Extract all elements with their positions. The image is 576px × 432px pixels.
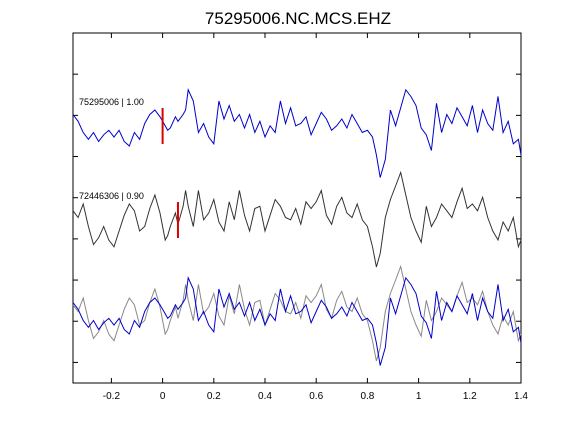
y-tick-marks (73, 73, 521, 363)
x-axis: -0.2 0 0.2 0.4 0.6 0.8 1 1.2 1.4 (103, 33, 528, 402)
x-tick-label: 0.2 (207, 391, 221, 402)
chart-title: 75295006.NC.MCS.EHZ (205, 9, 391, 28)
trace-group (72, 87, 522, 366)
trace-1-line (72, 87, 522, 178)
x-tick-label: 0.8 (360, 391, 374, 402)
x-tick-label: 1.4 (514, 391, 528, 402)
x-tick-label: 0 (160, 391, 166, 402)
trace-1-label: 75295006 | 1.00 (79, 97, 144, 107)
x-tick-label: 1 (416, 391, 422, 402)
overlay-blue-line (72, 275, 522, 366)
trace-2-label: 72446306 | 0.90 (79, 191, 144, 201)
trace-2-line (72, 170, 522, 268)
x-tick-label: -0.2 (103, 391, 121, 402)
plot-frame (72, 32, 522, 384)
x-tick-label: 1.2 (463, 391, 477, 402)
x-tick-label: 0.6 (309, 391, 323, 402)
overlay-gray-line (72, 264, 522, 362)
trace-labels: 75295006 | 1.00 72446306 | 0.90 (79, 97, 144, 201)
x-tick-label: 0.4 (258, 391, 272, 402)
